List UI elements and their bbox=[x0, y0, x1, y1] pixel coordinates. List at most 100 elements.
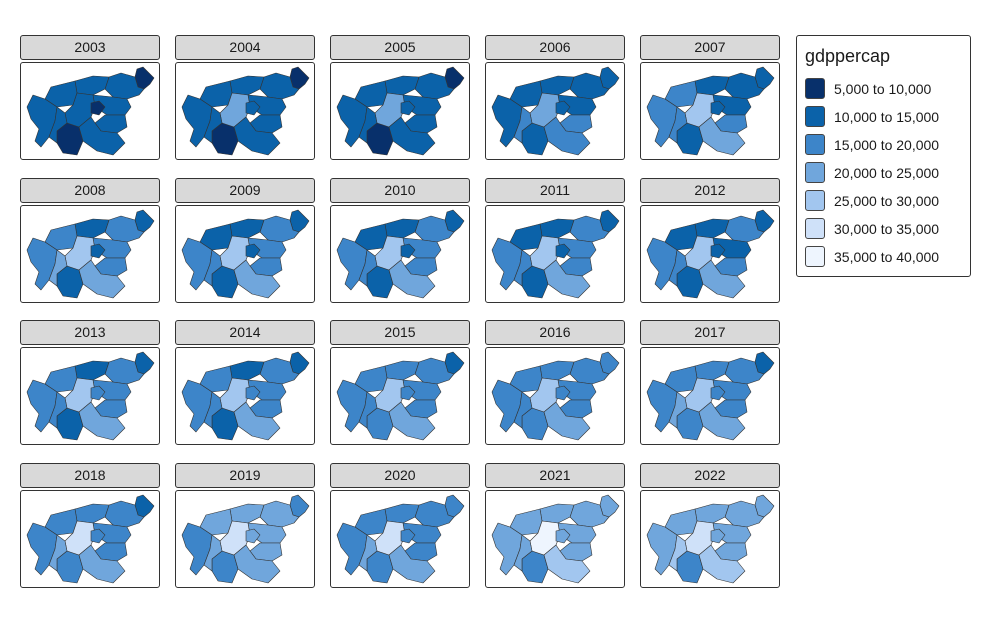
legend-title: gdppercap bbox=[805, 46, 891, 66]
region-shape bbox=[539, 218, 575, 238]
choropleth-map bbox=[175, 347, 315, 445]
map-panel-2005: 2005 bbox=[330, 35, 470, 160]
region-shape bbox=[48, 534, 68, 571]
region-map-svg bbox=[181, 66, 310, 156]
region-shape bbox=[646, 379, 678, 433]
region-shape bbox=[26, 522, 58, 575]
map-panel-2022: 2022 bbox=[640, 462, 780, 588]
region-shape bbox=[710, 528, 726, 543]
panel-year-label: 2016 bbox=[485, 320, 625, 345]
region-shape bbox=[569, 500, 610, 527]
region-shape bbox=[710, 385, 726, 401]
map-panel-2016: 2016 bbox=[485, 320, 625, 445]
region-shape bbox=[78, 259, 126, 298]
legend-label: 35,000 to 40,000 bbox=[834, 249, 940, 265]
region-shape bbox=[48, 391, 68, 429]
region-map-svg bbox=[26, 351, 155, 441]
panel-year-label: 2021 bbox=[485, 462, 625, 488]
choropleth-map bbox=[20, 347, 160, 445]
region-shape bbox=[233, 544, 281, 583]
region-shape bbox=[336, 237, 368, 290]
panel-year-label: 2007 bbox=[640, 35, 780, 60]
region-shape bbox=[233, 401, 281, 441]
region-shape bbox=[414, 357, 455, 385]
choropleth-map bbox=[175, 489, 315, 588]
region-shape bbox=[400, 243, 416, 258]
region-shape bbox=[539, 360, 575, 381]
map-panel-2010: 2010 bbox=[330, 177, 470, 303]
region-shape bbox=[668, 534, 688, 571]
region-shape bbox=[336, 94, 368, 148]
region-shape bbox=[203, 106, 223, 144]
choropleth-map bbox=[330, 204, 470, 303]
panel-year-label: 2013 bbox=[20, 320, 160, 345]
region-shape bbox=[245, 528, 261, 543]
region-shape bbox=[491, 94, 523, 148]
region-shape bbox=[74, 503, 110, 523]
choropleth-map bbox=[640, 489, 780, 588]
map-panel-2014: 2014 bbox=[175, 320, 315, 445]
region-shape bbox=[555, 385, 571, 401]
panel-year-label: 2008 bbox=[20, 177, 160, 203]
map-panel-2006: 2006 bbox=[485, 35, 625, 160]
choropleth-map bbox=[20, 62, 160, 160]
choropleth-map bbox=[175, 62, 315, 160]
region-shape bbox=[491, 522, 523, 575]
region-shape bbox=[668, 249, 688, 286]
region-shape bbox=[698, 116, 746, 156]
region-shape bbox=[569, 357, 610, 385]
region-shape bbox=[90, 385, 106, 401]
region-map-svg bbox=[491, 66, 620, 156]
region-shape bbox=[698, 544, 746, 583]
region-shape bbox=[513, 249, 533, 286]
map-panel-2018: 2018 bbox=[20, 462, 160, 588]
region-shape bbox=[414, 500, 455, 527]
map-panel-2017: 2017 bbox=[640, 320, 780, 445]
choropleth-map bbox=[175, 204, 315, 303]
legend-label: 5,000 to 10,000 bbox=[834, 81, 932, 97]
region-shape bbox=[569, 72, 610, 100]
region-shape bbox=[229, 75, 265, 96]
region-shape bbox=[388, 544, 436, 583]
region-map-svg bbox=[491, 494, 620, 583]
region-shape bbox=[90, 100, 106, 116]
map-panel-2009: 2009 bbox=[175, 177, 315, 303]
region-shape bbox=[555, 528, 571, 543]
panel-year-label: 2014 bbox=[175, 320, 315, 345]
region-shape bbox=[74, 360, 110, 381]
region-shape bbox=[233, 259, 281, 298]
panel-year-label: 2017 bbox=[640, 320, 780, 345]
panel-year-label: 2004 bbox=[175, 35, 315, 60]
region-map-svg bbox=[26, 66, 155, 156]
region-shape bbox=[104, 215, 145, 242]
legend-swatch bbox=[805, 246, 825, 267]
choropleth-map bbox=[485, 204, 625, 303]
region-shape bbox=[388, 116, 436, 156]
region-shape bbox=[358, 106, 378, 144]
choropleth-map bbox=[330, 347, 470, 445]
region-shape bbox=[229, 503, 265, 523]
region-shape bbox=[203, 534, 223, 571]
region-shape bbox=[181, 379, 213, 433]
panel-year-label: 2005 bbox=[330, 35, 470, 60]
region-shape bbox=[26, 237, 58, 290]
panel-year-label: 2009 bbox=[175, 177, 315, 203]
region-shape bbox=[694, 218, 730, 238]
region-shape bbox=[78, 544, 126, 583]
region-shape bbox=[203, 249, 223, 286]
region-map-svg bbox=[336, 66, 465, 156]
region-shape bbox=[336, 379, 368, 433]
region-shape bbox=[74, 75, 110, 96]
region-shape bbox=[710, 100, 726, 116]
region-shape bbox=[384, 75, 420, 96]
region-shape bbox=[569, 215, 610, 242]
region-shape bbox=[90, 528, 106, 543]
region-map-svg bbox=[181, 209, 310, 298]
map-legend: gdppercap 5,000 to 10,000 10,000 to 15,0… bbox=[796, 35, 971, 277]
region-shape bbox=[48, 106, 68, 144]
region-shape bbox=[513, 391, 533, 429]
map-panel-2007: 2007 bbox=[640, 35, 780, 160]
region-shape bbox=[513, 534, 533, 571]
region-shape bbox=[694, 503, 730, 523]
region-shape bbox=[259, 72, 300, 100]
